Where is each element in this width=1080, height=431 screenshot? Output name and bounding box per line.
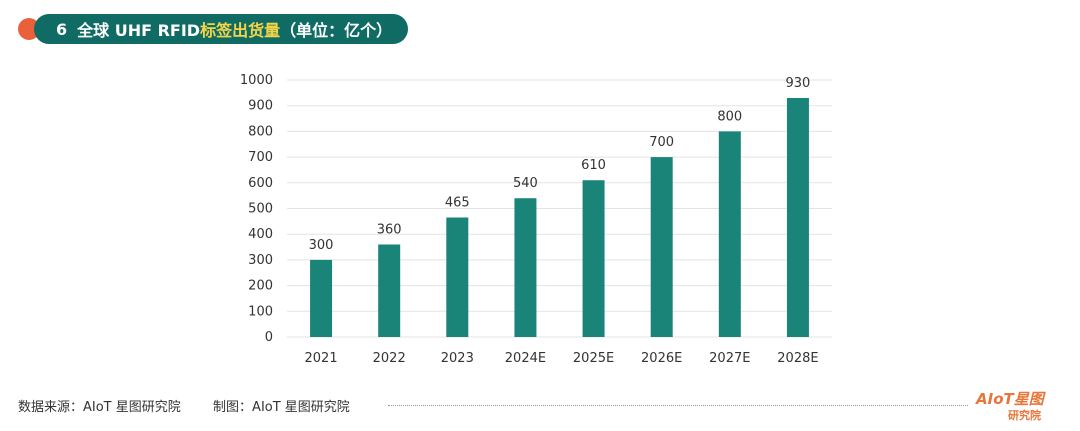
logo-brand-text: AIoT星图	[976, 390, 1044, 408]
x-tick-label: 2028E	[777, 351, 818, 366]
brand-logo: AIoT星图 研究院	[976, 388, 1066, 424]
y-tick-label: 900	[248, 99, 273, 114]
x-tick-label: 2022	[373, 351, 406, 366]
chart-maker: 制图：AIoT 星图研究院	[213, 400, 350, 415]
logo-sub-text: 研究院	[1008, 409, 1041, 422]
y-tick-label: 500	[248, 202, 273, 217]
y-tick-label: 300	[248, 253, 273, 268]
y-tick-label: 400	[248, 227, 273, 242]
bar	[446, 217, 469, 337]
data-label: 610	[581, 158, 606, 173]
title-number: 6	[56, 19, 68, 39]
bar	[310, 259, 333, 337]
data-label: 700	[649, 135, 674, 150]
y-tick-label: 700	[248, 150, 273, 165]
chart-title: 6 全球 UHF RFID 标签出货量 （单位：亿个）	[34, 14, 409, 44]
footer-credits: 数据来源：AIoT 星图研究院 制图：AIoT 星图研究院	[18, 396, 350, 415]
bar-chart: 0 100 200 300 400 500 600 700 800 900 1000 300 2021 3…	[240, 73, 832, 366]
bar	[650, 157, 673, 337]
x-tick-label: 2024E	[505, 351, 546, 366]
x-tick-label: 2021	[305, 351, 338, 366]
data-label: 930	[786, 76, 811, 91]
y-tick-label: 200	[248, 279, 273, 294]
bar	[718, 131, 741, 337]
data-label: 300	[309, 238, 334, 253]
bar	[582, 180, 605, 337]
data-label: 465	[445, 195, 470, 210]
bar	[378, 244, 401, 337]
title-text-part1: 全球 UHF RFID	[77, 21, 201, 40]
y-tick-label: 1000	[240, 73, 273, 88]
data-label: 800	[717, 109, 742, 124]
footer-divider	[388, 405, 968, 406]
x-tick-label: 2025E	[573, 351, 614, 366]
data-label: 360	[377, 222, 402, 237]
bar	[514, 198, 537, 337]
y-tick-label: 800	[248, 124, 273, 139]
bar	[786, 97, 809, 338]
title-text-part2: （单位：亿个）	[280, 21, 393, 40]
x-tick-label: 2027E	[709, 351, 750, 366]
y-tick-label: 0	[265, 330, 273, 345]
x-tick-label: 2023	[441, 351, 474, 366]
title-highlight: 标签出货量	[200, 21, 281, 40]
data-label: 540	[513, 176, 538, 191]
y-tick-label: 100	[248, 304, 273, 319]
data-source: 数据来源：AIoT 星图研究院	[18, 400, 181, 415]
y-tick-label: 600	[248, 176, 273, 191]
x-tick-label: 2026E	[641, 351, 682, 366]
